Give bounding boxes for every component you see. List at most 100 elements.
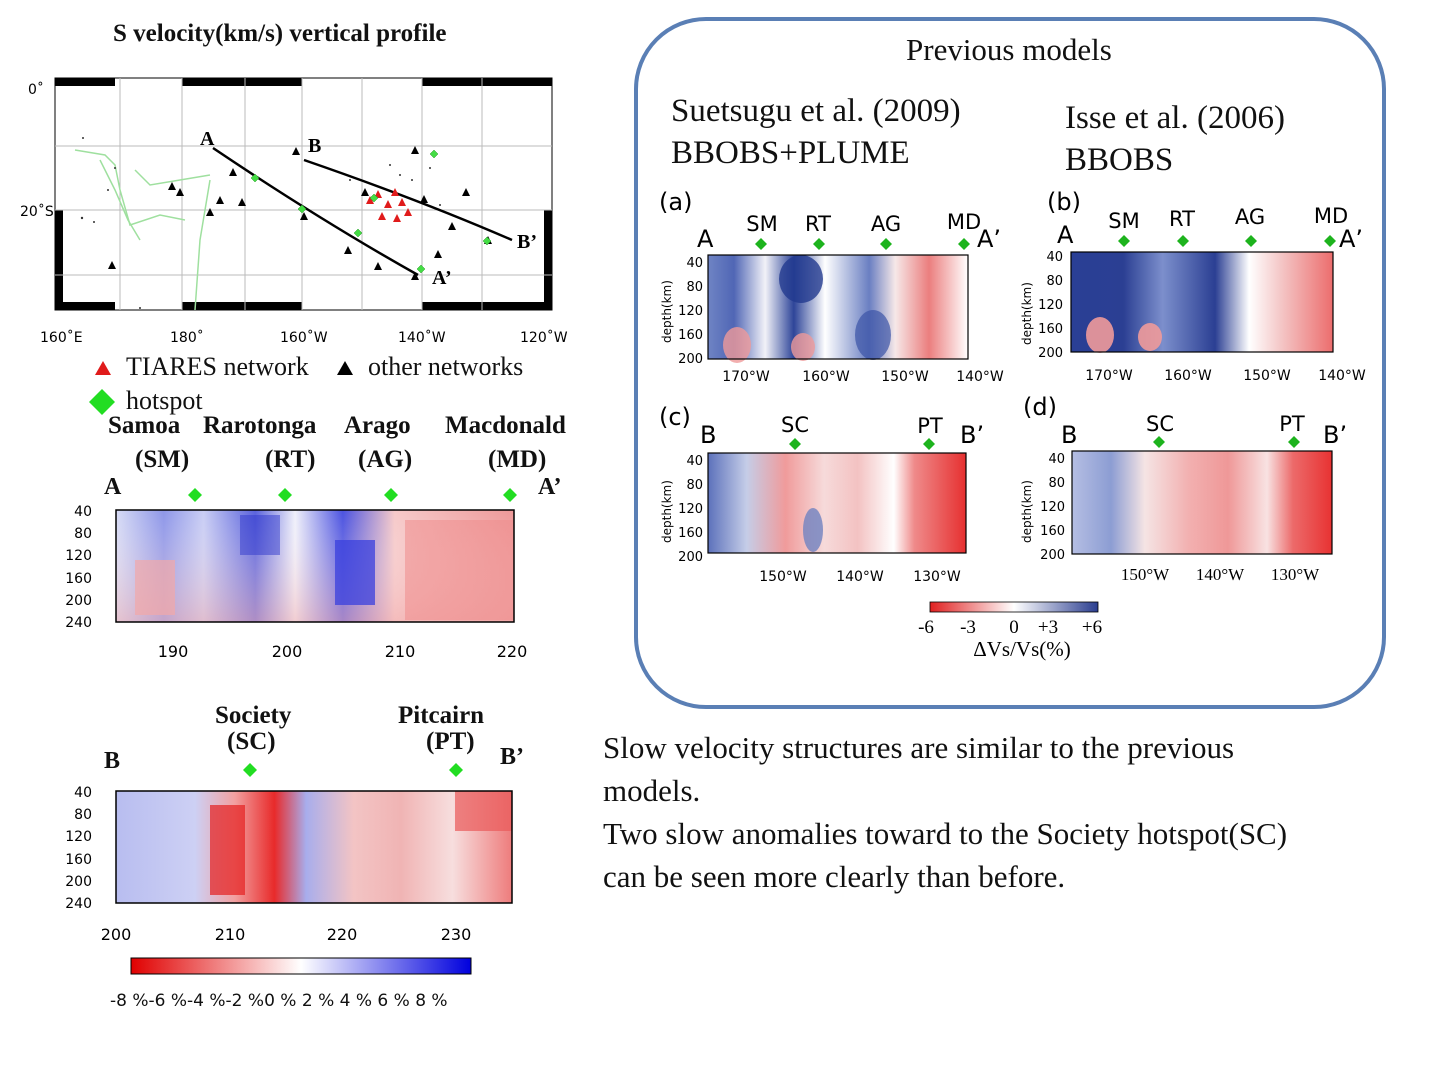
svg-text:depth(km): depth(km) (660, 480, 674, 543)
ref-isse-sub: BBOBS (1065, 142, 1174, 178)
hotspot-abbr-sm: (SM) (135, 446, 190, 473)
svg-text:200: 200 (65, 874, 92, 890)
svg-text:200: 200 (678, 352, 703, 367)
svg-text:210: 210 (385, 642, 416, 661)
svg-text:200: 200 (65, 593, 92, 609)
hotspot-name-pitcairn: Pitcairn (398, 702, 485, 729)
svg-text:-6: -6 (918, 617, 934, 638)
svg-text:(b): (b) (1047, 188, 1081, 216)
svg-text:80: 80 (686, 280, 703, 295)
svg-text:240: 240 (65, 896, 92, 912)
svg-text:160: 160 (65, 571, 92, 587)
cb-label-2: -4 % (187, 991, 226, 1011)
svg-text:+6: +6 (1082, 617, 1102, 638)
svg-text:RT: RT (1169, 207, 1195, 231)
svg-text:MD: MD (1314, 204, 1348, 228)
svg-text:ΔVs/Vs(%): ΔVs/Vs(%) (973, 637, 1071, 661)
hotspot-name-samoa: Samoa (108, 412, 181, 439)
hotspot-abbr-rt: (RT) (265, 446, 316, 473)
hotspot-marker-icon (89, 389, 115, 415)
conclusion-line-1: Slow velocity structures are similar to … (603, 730, 1235, 765)
svg-text:190: 190 (158, 642, 189, 661)
other-network-marker-icon (337, 361, 353, 375)
svg-text:220: 220 (497, 642, 528, 661)
svg-text:160°W: 160°W (802, 369, 850, 385)
cb-label-8: 8 % (415, 991, 448, 1011)
lon-label-160W: 160˚W (280, 329, 328, 346)
profile-B-right-end: B’ (500, 744, 524, 770)
cb-label-5: 2 % (301, 991, 335, 1011)
svg-text:AG: AG (1235, 205, 1265, 229)
main-colorbar-scale (130, 957, 472, 975)
svg-text:40: 40 (686, 256, 703, 271)
cb-label-4: 0 % (264, 991, 297, 1011)
cb-label-6: 4 % (339, 991, 372, 1011)
svg-text:160: 160 (1040, 524, 1065, 539)
map-label-B: B (308, 135, 321, 157)
svg-text:80: 80 (74, 526, 92, 542)
cb-label-1: -6 % (148, 991, 188, 1011)
ref-suetsugu-sub: BBOBS+PLUME (671, 135, 910, 171)
svg-text:130°W: 130°W (1271, 565, 1320, 584)
hotspot-name-arago: Arago (344, 412, 411, 439)
conclusion-text: Slow velocity structures are similar to … (603, 726, 1423, 898)
previous-colorbar: -6 -3 0 +3 +6 ΔVs/Vs(%) (918, 601, 1102, 661)
map-label-B-prime: B’ (517, 231, 537, 253)
lon-label-180: 180˚ (170, 329, 204, 346)
svg-text:depth(km): depth(km) (660, 280, 674, 343)
svg-text:160: 160 (1038, 322, 1063, 337)
hotspot-abbr-pt: (PT) (426, 728, 475, 755)
svg-text:210: 210 (215, 925, 246, 944)
svg-text:150°W: 150°W (1121, 565, 1170, 584)
svg-text:depth(km): depth(km) (1020, 282, 1034, 345)
svg-text:RT: RT (805, 212, 831, 236)
ref-suetsugu: Suetsugu et al. (2009) BBOBS+PLUME (671, 90, 961, 174)
panel-a: (a) A A’ SM RT AG MD depth(km) 40 80 120… (659, 188, 1004, 385)
svg-text:A’: A’ (977, 225, 1001, 253)
conclusion-line-2: models. (603, 773, 701, 808)
svg-text:+3: +3 (1038, 617, 1058, 638)
svg-text:120: 120 (1040, 500, 1065, 515)
svg-text:200: 200 (1040, 548, 1065, 563)
legend-other-networks: other networks (368, 352, 524, 381)
hotspot-name-macdonald: Macdonald (445, 412, 566, 439)
svg-text:B’: B’ (960, 421, 984, 449)
svg-text:200: 200 (272, 642, 303, 661)
conclusion-line-3: Two slow anomalies toward to the Society… (603, 816, 1288, 851)
conclusion-line-4: can be seen more clearly than before. (603, 859, 1066, 894)
lon-label-160E: 160˚E (40, 329, 83, 346)
profile-A: Samoa (SM) Rarotonga (RT) Arago (AG) Mac… (60, 410, 600, 670)
cb-label-0: -8 % (110, 991, 149, 1011)
hotspot-abbr-ag: (AG) (358, 446, 413, 473)
svg-text:40: 40 (74, 785, 92, 801)
svg-text:130°W: 130°W (913, 569, 961, 585)
svg-text:80: 80 (1046, 274, 1063, 289)
svg-text:SC: SC (781, 413, 809, 437)
map-label-A: A (200, 128, 215, 150)
hotspot-name-rarotonga: Rarotonga (203, 412, 317, 439)
svg-text:B’: B’ (1323, 421, 1347, 449)
svg-text:(c): (c) (659, 403, 691, 431)
map-legend: TIARES network other networks hotspot (89, 352, 562, 418)
svg-text:230: 230 (441, 925, 472, 944)
svg-text:160°W: 160°W (1164, 368, 1212, 384)
svg-text:(a): (a) (659, 188, 692, 216)
svg-text:120: 120 (65, 829, 92, 845)
svg-text:120: 120 (678, 502, 703, 517)
svg-text:MD: MD (947, 210, 981, 234)
svg-text:200: 200 (1038, 346, 1063, 361)
svg-text:A’: A’ (1339, 225, 1363, 253)
svg-text:170°W: 170°W (722, 369, 770, 385)
panel-c: (c) B B’ SC PT depth(km) 40 80 120 160 2… (659, 403, 984, 585)
lon-label-120W: 120˚W (520, 329, 568, 346)
profile-B: Society (SC) Pitcairn (PT) B B’ 40 80 12… (60, 700, 600, 960)
legend-tiares: TIARES network (126, 352, 309, 381)
svg-text:PT: PT (917, 414, 943, 438)
ref-suetsugu-title: Suetsugu et al. (2009) (671, 93, 961, 129)
lat-label-20S: 20˚S (20, 203, 54, 220)
svg-text:140°W: 140°W (956, 369, 1004, 385)
svg-text:B: B (700, 421, 716, 449)
svg-text:(d): (d) (1023, 395, 1057, 421)
profile-B-section: 40 80 120 160 200 240 200 210 220 230 (65, 763, 513, 944)
main-colorbar: -8 %-6 %-4 %-2 %0 % 2 % 4 % 6 % 8 % (100, 955, 500, 1015)
